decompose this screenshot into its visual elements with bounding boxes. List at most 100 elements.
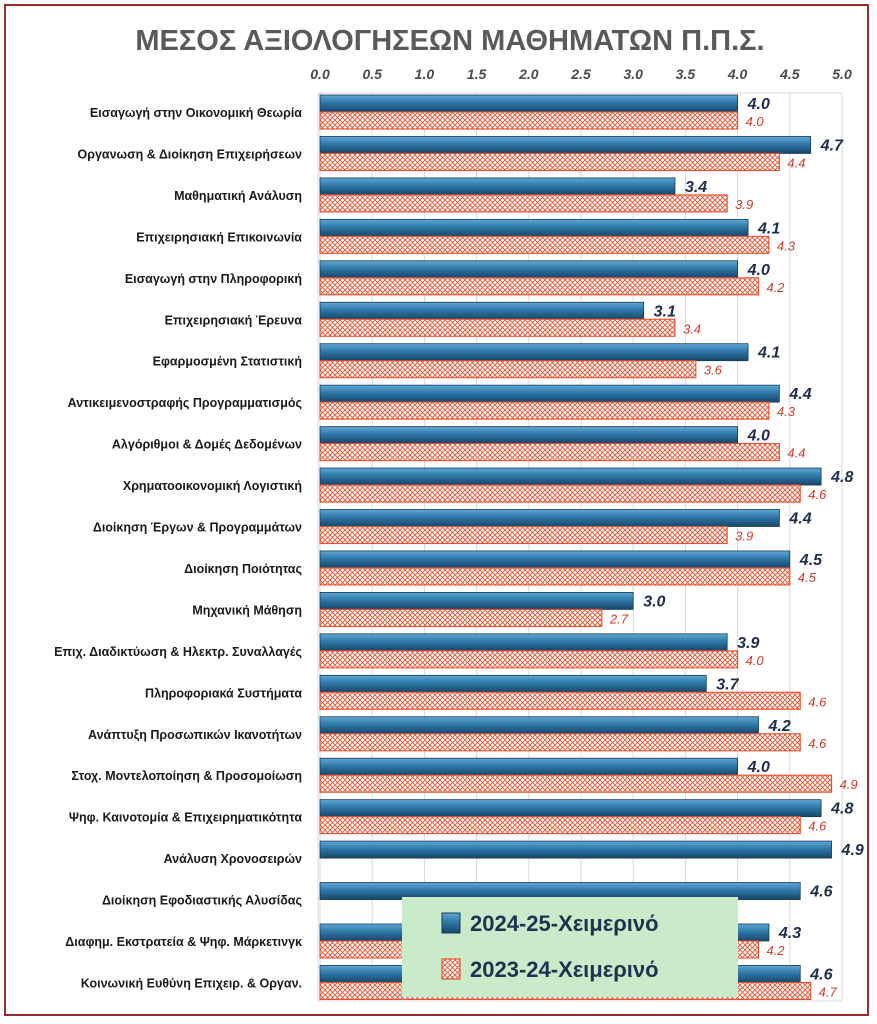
bar-2024-25 [319, 301, 645, 320]
category-label: Διοίκηση Εφοδιαστικής Αλυσίδας [102, 894, 302, 908]
bar-2024-25 [319, 94, 739, 113]
data-label-2024-25: 4.1 [757, 220, 780, 237]
legend-swatch-2024-25 [441, 912, 461, 934]
bar-2024-25 [319, 467, 822, 486]
bar-2023-24 [319, 650, 739, 669]
data-label-2024-25: 4.8 [830, 801, 853, 818]
bar-2023-24 [319, 816, 801, 835]
bar-2023-24 [319, 567, 791, 586]
category-label: Οργανωση & Διοίκηση Επιχειρήσεων [78, 147, 303, 161]
data-label-2024-25: 3.0 [643, 593, 665, 610]
data-label-2024-25: 4.8 [830, 469, 853, 486]
data-label-2023-24: 4.3 [777, 238, 796, 253]
bar-2023-24 [319, 525, 728, 545]
bar-2023-24 [319, 235, 770, 254]
bar-2024-25 [319, 509, 780, 527]
plot-area: 0.0 0.5 1.0 1.5 2.0 2.5 3.0 3.5 4.0 4.5 5.0 Εισαγω… [54, 66, 864, 1002]
data-label-2023-24: 3.9 [735, 529, 753, 544]
bar-2024-25 [319, 592, 634, 610]
data-label-2024-25: 3.4 [685, 179, 707, 196]
x-tick-label: 4.0 [727, 66, 748, 82]
category-labels: Εισαγωγή στην Οικονομική Θεωρία Οργανωση … [54, 106, 302, 990]
x-tick-label: 2.5 [570, 66, 591, 82]
data-label-2024-25: 4.0 [747, 262, 770, 279]
data-label-2023-24: 4.6 [808, 694, 827, 709]
data-label-2024-25: 4.2 [767, 718, 790, 735]
category-label: Εισαγωγή στην Οικονομική Θεωρία [90, 106, 302, 120]
x-tick-label: 5.0 [832, 66, 852, 82]
x-tick-label: 0.0 [310, 66, 330, 82]
data-label-2023-24: 4.0 [746, 114, 765, 129]
bar-2024-25 [319, 716, 759, 735]
x-tick-label: 1.0 [415, 66, 435, 82]
x-tick-label: 4.5 [779, 66, 800, 82]
x-tick-label: 3.5 [676, 66, 696, 82]
category-label: Χρηματοοικονομική Λογιστική [123, 479, 302, 493]
bar-2024-25 [319, 260, 739, 279]
data-label-2024-25: 4.6 [809, 966, 832, 983]
data-label-2023-24: 3.6 [704, 363, 723, 378]
category-label: Ανάλυση Χρονοσειρών [164, 852, 302, 866]
bar-2023-24 [319, 360, 697, 379]
category-label: Διοίκηση Ποιότητας [184, 562, 302, 576]
bar-2024-25 [319, 177, 676, 196]
x-axis-ticks: 0.0 0.5 1.0 1.5 2.0 2.5 3.0 3.5 4.0 4.5 5.0 [310, 66, 852, 82]
data-label-2023-24: 4.4 [787, 155, 805, 170]
data-label-2023-24: 4.4 [787, 446, 805, 461]
category-label: Επιχειρησιακή Έρευνα [165, 313, 303, 327]
x-tick-label: 1.5 [467, 66, 487, 82]
bar-2024-25 [319, 136, 812, 154]
data-label-2024-25: 4.4 [788, 386, 811, 403]
bar-2024-25 [319, 799, 822, 818]
data-label-2024-25: 4.3 [778, 925, 801, 942]
chart-title: ΜΕΣΟΣ ΑΞΙΟΛΟΓΗΣΕΩΝ ΜΑΘΗΜΑΤΩΝ Π.Π.Σ. [135, 25, 764, 57]
bar-2024-25 [319, 343, 749, 362]
bar-2024-25 [319, 218, 749, 237]
category-label: Ψηφ. Καινοτομία & Επιχειρηματικότητα [69, 811, 302, 825]
category-label: Ανάπτυξη Προσωπικών Ικανοτήτων [88, 728, 302, 742]
bar-2024-25 [319, 840, 832, 859]
category-label: Διαφημ. Εκστρατεία & Ψηφ. Μάρκετινγκ [65, 935, 302, 949]
category-label: Εισαγωγή στην Πληροφορική [125, 272, 302, 286]
data-label-2024-25: 3.7 [716, 676, 739, 693]
bar-2024-25 [319, 633, 728, 652]
category-label: Εφαρμοσμένη Στατιστική [153, 355, 302, 369]
bar-2023-24 [319, 691, 801, 710]
data-label-2023-24: 4.2 [766, 943, 785, 958]
data-label-2024-25: 3.1 [654, 303, 676, 320]
x-tick-label: 0.5 [362, 66, 382, 82]
data-label-2023-24: 4.6 [808, 736, 827, 751]
data-label-2024-25: 3.9 [737, 635, 759, 652]
bar-2023-24 [319, 277, 760, 296]
data-labels: 4.04.04.74.43.43.94.14.34.04.23.13.44.13… [609, 96, 864, 999]
category-label: Διοίκηση Έργων & Προγραμμάτων [93, 521, 302, 535]
data-label-2023-24: 4.7 [819, 984, 838, 999]
x-tick-label: 3.0 [623, 66, 643, 82]
bar-2023-24 [319, 111, 739, 130]
category-label: Επιχειρησιακή Επικοινωνία [136, 230, 302, 244]
bar-2023-24 [319, 733, 801, 752]
data-label-2024-25: 4.0 [747, 96, 770, 113]
data-label-2023-24: 4.5 [798, 570, 817, 585]
data-label-2024-25: 4.9 [841, 842, 864, 859]
data-label-2023-24: 3.4 [683, 321, 701, 336]
data-label-2023-24: 2.7 [609, 611, 629, 626]
data-label-2024-25: 4.1 [757, 345, 780, 362]
data-label-2024-25: 4.5 [799, 552, 823, 569]
bar-2024-25 [319, 674, 707, 693]
legend-label-2024-25: 2024-25-Χειμερινό [470, 911, 659, 936]
category-label: Κοινωνική Ευθύνη Επιχειρ. & Οργαν. [81, 976, 302, 990]
bar-2024-25 [319, 384, 780, 403]
bar-2024-25 [319, 550, 791, 569]
category-label: Στοχ. Μοντελοποίηση & Προσομοίωση [71, 769, 302, 783]
data-label-2023-24: 4.9 [840, 777, 858, 792]
category-label: Αλγόριθμοι & Δομές Δεδομένων [112, 438, 302, 452]
bar-2023-24 [319, 484, 801, 503]
bar-2023-24 [319, 608, 603, 627]
category-label: Επιχ. Διαδικτύωση & Ηλεκτρ. Συναλλαγές [54, 645, 302, 659]
bar-2023-24 [319, 401, 770, 420]
bar-2024-25 [319, 757, 739, 776]
data-label-2024-25: 4.0 [747, 428, 770, 445]
data-label-2024-25: 4.4 [788, 511, 811, 528]
